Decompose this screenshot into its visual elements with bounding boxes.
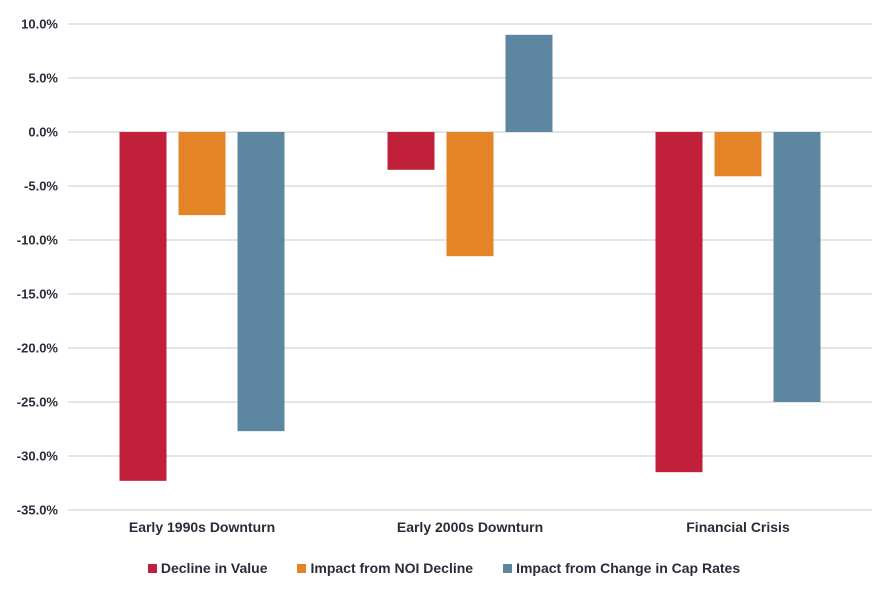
x-category-label: Financial Crisis <box>686 519 790 535</box>
y-tick-label: -30.0% <box>17 449 59 464</box>
bar-impact-from-change-in-cap-rates <box>237 132 285 432</box>
y-tick-label: 0.0% <box>28 125 58 140</box>
y-tick-label: 10.0% <box>21 17 58 32</box>
legend-swatch <box>297 563 307 573</box>
bar-chart: 10.0% 5.0% 0.0% -5.0% -10.0% -15.0% -20.0% -25.… <box>17 17 872 535</box>
legend-item: Impact from Change in Cap Rates <box>503 560 740 576</box>
bar-impact-from-noi-decline <box>446 132 494 257</box>
legend-label: Decline in Value <box>160 560 268 576</box>
y-tick-label: -15.0% <box>17 287 59 302</box>
legend-label: Impact from NOI Decline <box>310 560 474 576</box>
y-tick-label: -10.0% <box>17 233 59 248</box>
legend-swatch <box>503 563 513 573</box>
bar-decline-in-value <box>387 132 435 170</box>
y-tick-label: -20.0% <box>17 341 59 356</box>
bar-impact-from-noi-decline <box>714 132 762 177</box>
bar-impact-from-change-in-cap-rates <box>505 34 553 132</box>
y-tick-label: -5.0% <box>24 179 58 194</box>
legend-swatch <box>147 563 157 573</box>
x-category-label: Early 1990s Downturn <box>129 519 275 535</box>
x-category-label: Early 2000s Downturn <box>397 519 543 535</box>
legend: Decline in Value Impact from NOI Decline I… <box>0 560 888 576</box>
legend-item: Decline in Value <box>147 560 268 576</box>
bar-decline-in-value <box>655 132 703 473</box>
legend-label: Impact from Change in Cap Rates <box>516 560 741 576</box>
y-tick-label: -25.0% <box>17 395 59 410</box>
bar-impact-from-noi-decline <box>178 132 226 216</box>
y-tick-label: 5.0% <box>28 71 58 86</box>
bar-impact-from-change-in-cap-rates <box>773 132 821 402</box>
bar-decline-in-value <box>119 132 167 481</box>
y-tick-label: -35.0% <box>17 503 59 518</box>
legend-item: Impact from NOI Decline <box>297 560 473 576</box>
